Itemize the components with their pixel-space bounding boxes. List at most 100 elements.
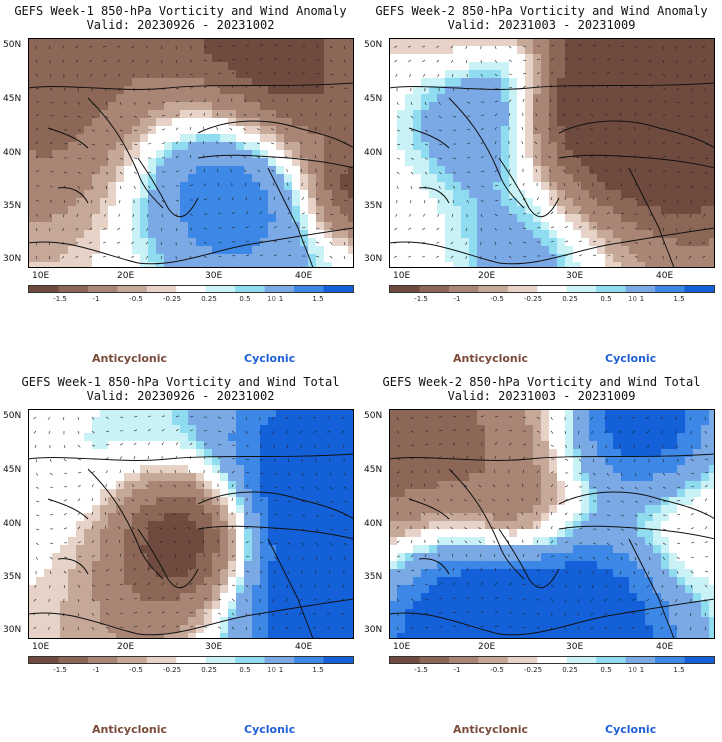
colorbar-label: 1	[639, 666, 645, 674]
lat-label-40n: 40N	[364, 519, 383, 529]
lat-label-45n: 45N	[3, 94, 22, 104]
colorbar-label: -1	[92, 295, 100, 303]
colorbar-label: -0.5	[490, 666, 504, 674]
lon-label-30e: 30E	[566, 271, 584, 281]
map-panel-week2-anomaly: GEFS Week-2 850-hPa Vorticity and Wind A…	[361, 0, 722, 371]
lon-label-20e: 20E	[478, 642, 496, 652]
colorbar-swatch	[264, 657, 295, 663]
legend-anticyclonic: Anticyclonic	[453, 723, 529, 736]
legend-cyclonic: Cyclonic	[605, 723, 657, 736]
colorbar-swatch	[117, 286, 148, 292]
colorbar-label: -1.5	[53, 295, 67, 303]
colorbar-swatch	[146, 657, 177, 663]
colorbar-label: -0.25	[162, 666, 182, 674]
colorbar-swatch	[294, 657, 325, 663]
vorticity-map	[28, 38, 354, 268]
colorbar-swatch	[323, 286, 353, 292]
coastline-outline	[28, 82, 354, 268]
lon-label-40e: 40E	[295, 642, 313, 652]
colorbar-swatch	[235, 657, 266, 663]
legend-cyclonic: Cyclonic	[244, 723, 296, 736]
colorbar-swatch	[478, 657, 509, 663]
lon-label-30e: 30E	[566, 642, 584, 652]
colorbar-label: 1.5	[673, 666, 685, 674]
colorbar-swatch	[390, 286, 421, 292]
coastline-outline	[389, 82, 715, 268]
colorbar-swatch	[684, 657, 714, 663]
lon-label-10e: 10E	[393, 642, 411, 652]
lon-label-20e: 20E	[117, 271, 135, 281]
colorbar-label: -1	[92, 666, 100, 674]
map-panel-week2-total: GEFS Week-2 850-hPa Vorticity and Wind T…	[361, 371, 722, 742]
colorbar-swatch	[566, 657, 597, 663]
lon-label-30e: 30E	[205, 642, 223, 652]
colorbar-swatch	[58, 286, 89, 292]
colorbar	[389, 285, 715, 293]
lon-label-40e: 40E	[295, 271, 313, 281]
wind-vectors	[396, 415, 709, 631]
lon-label-10e: 10E	[393, 271, 411, 281]
lat-label-30n: 30N	[3, 625, 22, 635]
colorbar-unit: 10	[628, 295, 637, 303]
lat-label-50n: 50N	[364, 40, 383, 50]
colorbar-label: 1.5	[312, 295, 324, 303]
lat-label-50n: 50N	[364, 411, 383, 421]
colorbar-label: -0.25	[523, 666, 543, 674]
colorbar-swatch	[478, 286, 509, 292]
colorbar-swatch	[390, 657, 421, 663]
colorbar-label: 1	[639, 295, 645, 303]
lat-label-35n: 35N	[3, 201, 22, 211]
colorbar	[389, 656, 715, 664]
colorbar-label: 1.5	[312, 666, 324, 674]
lat-label-35n: 35N	[364, 201, 383, 211]
lon-label-20e: 20E	[117, 642, 135, 652]
vorticity-map	[389, 409, 715, 639]
lon-label-40e: 40E	[656, 271, 674, 281]
lat-label-45n: 45N	[364, 94, 383, 104]
wind-vectors	[33, 415, 348, 631]
colorbar-swatch	[176, 286, 207, 292]
colorbar-swatch	[58, 657, 89, 663]
panel-title: GEFS Week-2 850-hPa Vorticity and Wind T…	[382, 375, 701, 389]
colorbar-label: 1	[278, 295, 284, 303]
colorbar-swatch	[684, 286, 714, 292]
lat-label-40n: 40N	[364, 148, 383, 158]
colorbar-label: 0.25	[562, 295, 578, 303]
legend-anticyclonic: Anticyclonic	[92, 352, 168, 365]
colorbar-swatch	[176, 657, 207, 663]
colorbar-swatch	[596, 657, 627, 663]
lat-label-35n: 35N	[364, 572, 383, 582]
colorbar-swatch	[448, 657, 479, 663]
colorbar-label: 0.25	[201, 295, 217, 303]
colorbar-swatch	[87, 286, 118, 292]
colorbar-label: 0.25	[201, 666, 217, 674]
colorbar-label: -1.5	[414, 666, 428, 674]
lat-label-50n: 50N	[3, 40, 22, 50]
map-panel-week1-total: GEFS Week-1 850-hPa Vorticity and Wind T…	[0, 371, 361, 742]
colorbar-label: -1	[453, 666, 461, 674]
colorbar	[28, 285, 354, 293]
lon-label-30e: 30E	[205, 271, 223, 281]
colorbar-swatch	[655, 286, 686, 292]
panel-valid-dates: Valid: 20230926 - 20231002	[86, 389, 275, 403]
lat-label-35n: 35N	[3, 572, 22, 582]
colorbar-label: 0.5	[600, 666, 612, 674]
lat-label-30n: 30N	[364, 254, 383, 264]
colorbar-swatch	[29, 286, 60, 292]
colorbar-swatch	[146, 286, 177, 292]
vorticity-map	[28, 409, 354, 639]
colorbar-label: -1	[453, 295, 461, 303]
lat-label-30n: 30N	[3, 254, 22, 264]
lon-label-10e: 10E	[32, 642, 50, 652]
colorbar-swatch	[507, 286, 538, 292]
lat-label-40n: 40N	[3, 148, 22, 158]
colorbar-swatch	[625, 286, 656, 292]
legend-anticyclonic: Anticyclonic	[92, 723, 168, 736]
vorticity-map	[389, 38, 715, 268]
vorticity-field	[389, 409, 715, 639]
vorticity-field	[28, 38, 354, 268]
lat-label-50n: 50N	[3, 411, 22, 421]
colorbar-unit: 10	[267, 666, 276, 674]
lat-label-30n: 30N	[364, 625, 383, 635]
lat-label-45n: 45N	[364, 465, 383, 475]
